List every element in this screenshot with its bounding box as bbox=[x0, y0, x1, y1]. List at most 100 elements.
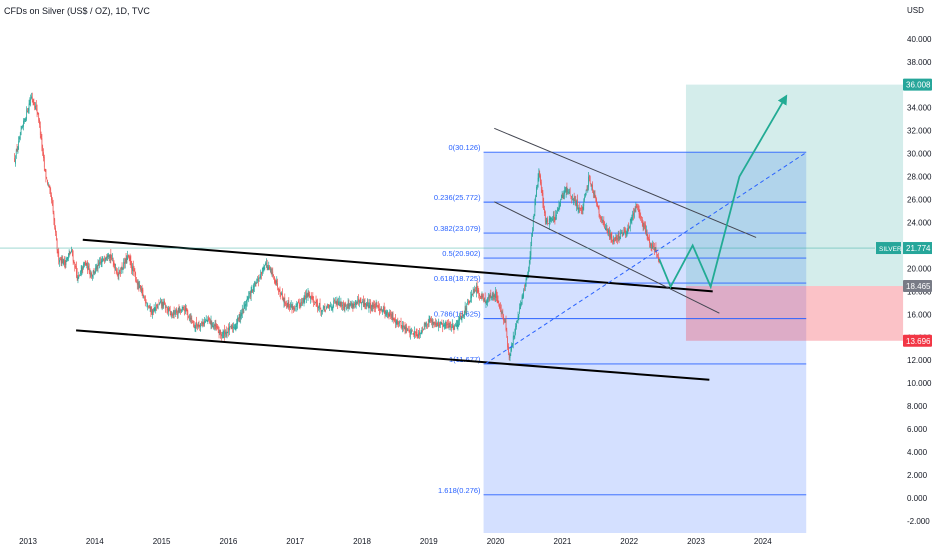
candle-body bbox=[467, 302, 468, 304]
candle-body bbox=[179, 308, 181, 313]
candle-body bbox=[33, 102, 35, 106]
candle-body bbox=[444, 325, 446, 327]
candle-body bbox=[525, 278, 527, 287]
candle-body bbox=[153, 308, 155, 312]
candle-body bbox=[442, 325, 444, 328]
candle-body bbox=[409, 330, 411, 335]
candle-body bbox=[411, 329, 413, 332]
candle-body bbox=[286, 304, 287, 306]
candle-body bbox=[626, 232, 628, 234]
candle-body bbox=[276, 281, 278, 283]
candle-body bbox=[318, 306, 319, 308]
candle-body bbox=[582, 206, 584, 210]
candle-body bbox=[196, 321, 197, 326]
candle-body bbox=[249, 293, 250, 295]
x-tick-label: 2017 bbox=[286, 537, 304, 546]
candle-body bbox=[629, 223, 631, 228]
candle-body bbox=[125, 257, 127, 263]
candle-body bbox=[14, 157, 15, 162]
candle-body bbox=[278, 288, 279, 290]
x-tick-label: 2024 bbox=[754, 537, 772, 546]
candle-body bbox=[300, 301, 302, 308]
candle-body bbox=[435, 324, 437, 327]
candle-body bbox=[330, 306, 332, 308]
fib-level-label: 0.786(15.625) bbox=[434, 310, 481, 319]
candle-body bbox=[467, 300, 469, 302]
candle-body bbox=[649, 243, 651, 245]
candle-body bbox=[385, 313, 387, 315]
candle-body bbox=[644, 224, 646, 226]
candle-body bbox=[274, 276, 275, 282]
candle-body bbox=[453, 327, 455, 329]
candle-body bbox=[623, 229, 625, 234]
candle-body bbox=[98, 263, 100, 265]
stop-price-tag-bg bbox=[903, 334, 932, 347]
candle-body bbox=[229, 326, 230, 331]
candle-body bbox=[29, 101, 31, 105]
candle-body bbox=[412, 333, 414, 334]
candle-body bbox=[389, 312, 391, 317]
candle-body bbox=[407, 329, 408, 331]
candle-body bbox=[545, 220, 547, 223]
candle-body bbox=[518, 314, 520, 317]
candle-body bbox=[368, 305, 370, 308]
candle-body bbox=[22, 125, 24, 128]
candle-body bbox=[483, 298, 484, 301]
candle-body bbox=[107, 255, 108, 258]
candle-body bbox=[381, 308, 383, 311]
candle-body bbox=[87, 261, 88, 271]
candle-body bbox=[152, 309, 154, 313]
candle-body bbox=[67, 256, 68, 261]
candle-body bbox=[62, 259, 64, 264]
candle-body bbox=[340, 300, 342, 306]
fib-level-label: 1(11.677) bbox=[449, 355, 481, 364]
candle-body bbox=[221, 334, 222, 337]
candle-body bbox=[372, 304, 374, 308]
candle-body bbox=[140, 284, 141, 290]
candle-body bbox=[68, 253, 70, 256]
candle-body bbox=[279, 290, 281, 294]
candle-body bbox=[466, 303, 468, 312]
candle-body bbox=[581, 209, 583, 211]
candle-body bbox=[510, 348, 512, 354]
candle-body bbox=[430, 319, 432, 321]
y-tick-label: 24.000 bbox=[907, 218, 932, 227]
candle-body bbox=[294, 306, 296, 311]
candle-body bbox=[439, 324, 441, 326]
y-tick-label: -2.000 bbox=[907, 517, 930, 526]
candle-body bbox=[521, 296, 523, 304]
candle-body bbox=[261, 272, 262, 275]
candle-body bbox=[209, 320, 211, 324]
candle-body bbox=[324, 305, 326, 309]
candle-body bbox=[530, 244, 532, 256]
candle-body bbox=[337, 302, 339, 305]
candle-body bbox=[470, 296, 472, 300]
candle-body bbox=[657, 254, 658, 256]
candle-body bbox=[211, 322, 213, 327]
candle-body bbox=[126, 257, 128, 264]
candle-body bbox=[31, 96, 32, 99]
y-tick-label: 2.000 bbox=[907, 471, 928, 480]
candle-body bbox=[543, 201, 545, 210]
candle-body bbox=[559, 204, 561, 208]
candle-body bbox=[570, 196, 572, 198]
candle-body bbox=[445, 324, 447, 326]
candle-body bbox=[512, 343, 513, 347]
candle-body bbox=[51, 195, 52, 201]
candle-body bbox=[225, 331, 226, 335]
candle-body bbox=[433, 322, 435, 324]
candle-body bbox=[541, 189, 543, 193]
candle-body bbox=[378, 305, 379, 309]
candle-body bbox=[418, 332, 419, 337]
candle-body bbox=[600, 216, 601, 219]
candle-body bbox=[383, 306, 385, 311]
candle-body bbox=[150, 306, 152, 313]
candle-body bbox=[73, 260, 75, 262]
candle-body bbox=[309, 293, 310, 298]
candle-body bbox=[398, 322, 399, 324]
candle-body bbox=[100, 261, 101, 263]
candle-body bbox=[244, 304, 246, 307]
candle-body bbox=[468, 301, 470, 303]
candle-body bbox=[63, 259, 64, 265]
